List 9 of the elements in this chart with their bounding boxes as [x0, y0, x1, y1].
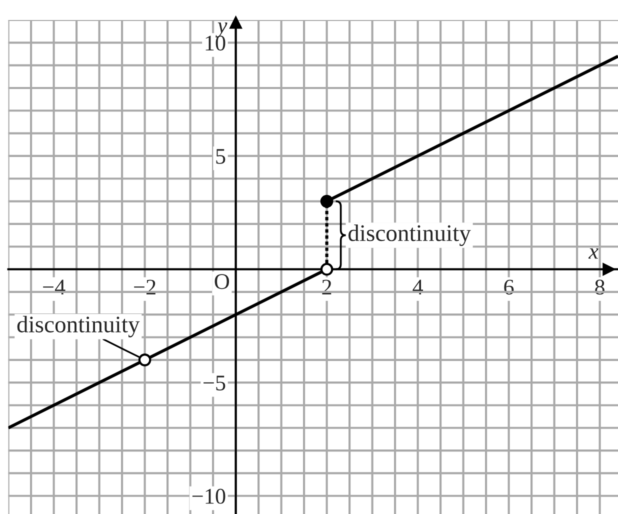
y-tick-label: −10 — [192, 488, 226, 504]
x-axis-title: x — [588, 248, 598, 259]
annotation: discontinuity — [17, 316, 140, 338]
annotation: O — [214, 274, 230, 290]
y-tick-label: 5 — [216, 149, 226, 164]
y-tick-label: 10 — [206, 36, 226, 51]
y-tick-label: −5 — [204, 376, 226, 390]
y-axis-title: y — [216, 22, 228, 38]
annotation: discontinuity — [348, 224, 471, 246]
